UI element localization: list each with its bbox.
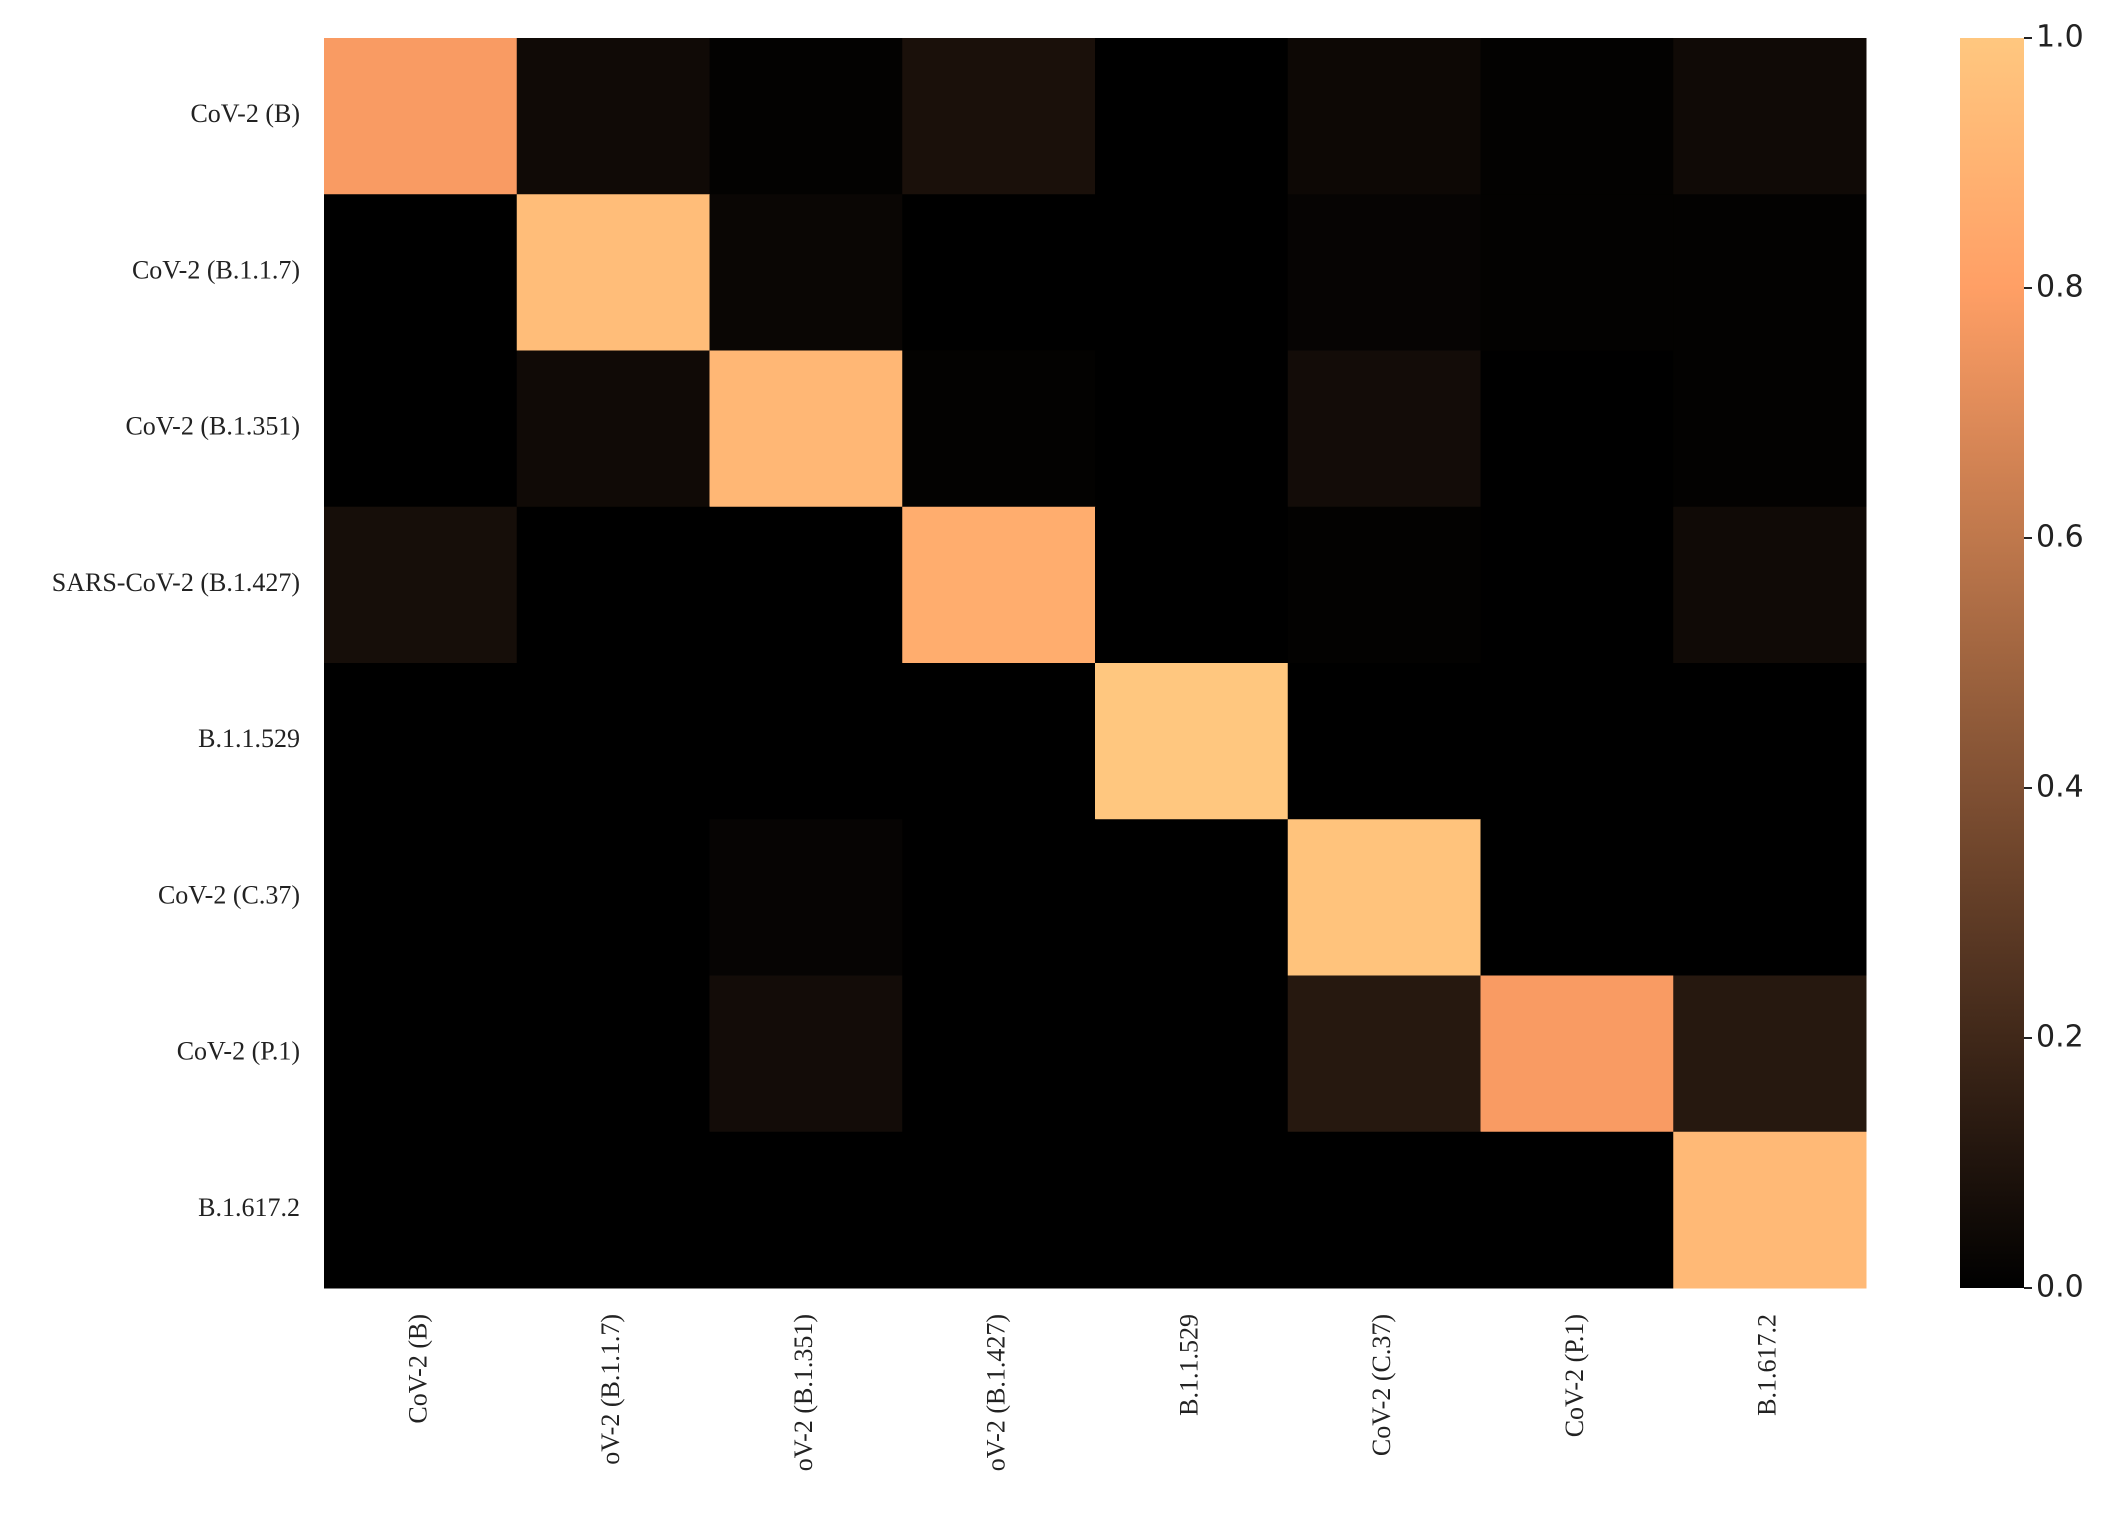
heatmap-cell — [902, 819, 1096, 976]
heatmap-cell — [1095, 975, 1289, 1133]
heatmap-cell — [516, 350, 710, 508]
heatmap-cell — [1673, 819, 1867, 976]
column-label: oV-2 (B.1.427) — [982, 1314, 1011, 1471]
column-label: oV-2 (B.1.1.7) — [596, 1314, 625, 1465]
heatmap-cell — [902, 506, 1096, 664]
colorbar-tick-label: 0.6 — [2036, 520, 2084, 555]
heatmap-cell — [1480, 1131, 1674, 1289]
heatmap-cell — [1095, 819, 1289, 976]
heatmap-cell — [902, 194, 1096, 351]
heatmap-cell — [1480, 506, 1674, 664]
heatmap-cell — [709, 819, 903, 976]
heatmap-cell — [324, 663, 518, 820]
heatmap-cell — [324, 819, 518, 976]
colorbar-tick-label: 0.0 — [2036, 1270, 2084, 1305]
column-label: CoV-2 (C.37) — [1367, 1314, 1396, 1456]
heatmap-cell — [902, 975, 1096, 1133]
heatmap-cell — [902, 38, 1096, 195]
heatmap-cell — [1480, 819, 1674, 976]
heatmap-cell — [1673, 1131, 1867, 1289]
row-label: CoV-2 (C.37) — [158, 880, 300, 909]
heatmap-cell — [1480, 350, 1674, 508]
heatmap-cell — [1673, 975, 1867, 1133]
heatmap-cell — [1095, 506, 1289, 664]
row-label: CoV-2 (B.1.1.7) — [132, 255, 300, 284]
row-label: B.1.1.529 — [198, 724, 300, 753]
heatmap-cell — [1480, 663, 1674, 820]
heatmap-cell — [516, 506, 710, 664]
heatmap-cell — [1287, 194, 1481, 351]
heatmap-cell — [1095, 194, 1289, 351]
heatmap-cell — [902, 663, 1096, 820]
row-label: SARS-CoV-2 (B.1.427) — [52, 568, 300, 597]
heatmap-cell — [324, 975, 518, 1133]
heatmap-cell — [902, 350, 1096, 508]
heatmap-cell — [1287, 38, 1481, 195]
heatmap-cell — [1480, 38, 1674, 195]
heatmap-cell — [324, 38, 518, 195]
heatmap-cell — [1480, 194, 1674, 351]
heatmap-cell — [324, 506, 518, 664]
heatmap-cell — [1287, 350, 1481, 508]
heatmap-cell — [1287, 663, 1481, 820]
heatmap-cell — [516, 194, 710, 351]
colorbar-tick-label: 0.4 — [2036, 770, 2084, 805]
heatmap-cell — [709, 663, 903, 820]
column-label: CoV-2 (B) — [403, 1314, 432, 1424]
colorbar-tick-label: 0.2 — [2036, 1020, 2084, 1055]
colorbar-tick-label: 1.0 — [2036, 20, 2084, 55]
row-label: B.1.617.2 — [198, 1193, 300, 1222]
heatmap-cell — [709, 350, 903, 508]
heatmap-cell — [1095, 350, 1289, 508]
heatmap-cell — [516, 38, 710, 195]
heatmap-cell — [516, 1131, 710, 1289]
heatmap-cell — [709, 506, 903, 664]
heatmap-cell — [516, 819, 710, 976]
heatmap-cell — [516, 975, 710, 1133]
heatmap-cell — [1673, 194, 1867, 351]
colorbar — [1960, 38, 2024, 1288]
heatmap-cell — [1095, 1131, 1289, 1289]
column-label: B.1.617.2 — [1753, 1314, 1782, 1416]
heatmap-cell — [1480, 975, 1674, 1133]
heatmap-cell — [1287, 975, 1481, 1133]
heatmap-cell — [1673, 663, 1867, 820]
heatmap-cell — [709, 1131, 903, 1289]
colorbar-tick-label: 0.8 — [2036, 270, 2084, 305]
heatmap-cell — [324, 350, 518, 508]
heatmap-cell — [324, 194, 518, 351]
heatmap-cell — [1673, 38, 1867, 195]
heatmap-cell — [1673, 350, 1867, 508]
heatmap-cell — [324, 1131, 518, 1289]
column-label: CoV-2 (P.1) — [1560, 1314, 1589, 1437]
column-label: B.1.1.529 — [1174, 1314, 1203, 1416]
heatmap-cell — [709, 194, 903, 351]
heatmap-cell — [709, 38, 903, 195]
row-label: CoV-2 (B) — [190, 99, 300, 128]
heatmap-cell — [1287, 1131, 1481, 1289]
heatmap-cell — [902, 1131, 1096, 1289]
heatmap-cell — [1673, 506, 1867, 664]
row-label: CoV-2 (P.1) — [177, 1037, 300, 1066]
heatmap-cell — [516, 663, 710, 820]
heatmap-cell — [709, 975, 903, 1133]
row-label: CoV-2 (B.1.351) — [125, 412, 300, 441]
column-label: oV-2 (B.1.351) — [789, 1314, 818, 1471]
heatmap-cell — [1287, 506, 1481, 664]
heatmap-cell — [1287, 819, 1481, 976]
heatmap-cell — [1095, 663, 1289, 820]
heatmap-cell — [1095, 38, 1289, 195]
